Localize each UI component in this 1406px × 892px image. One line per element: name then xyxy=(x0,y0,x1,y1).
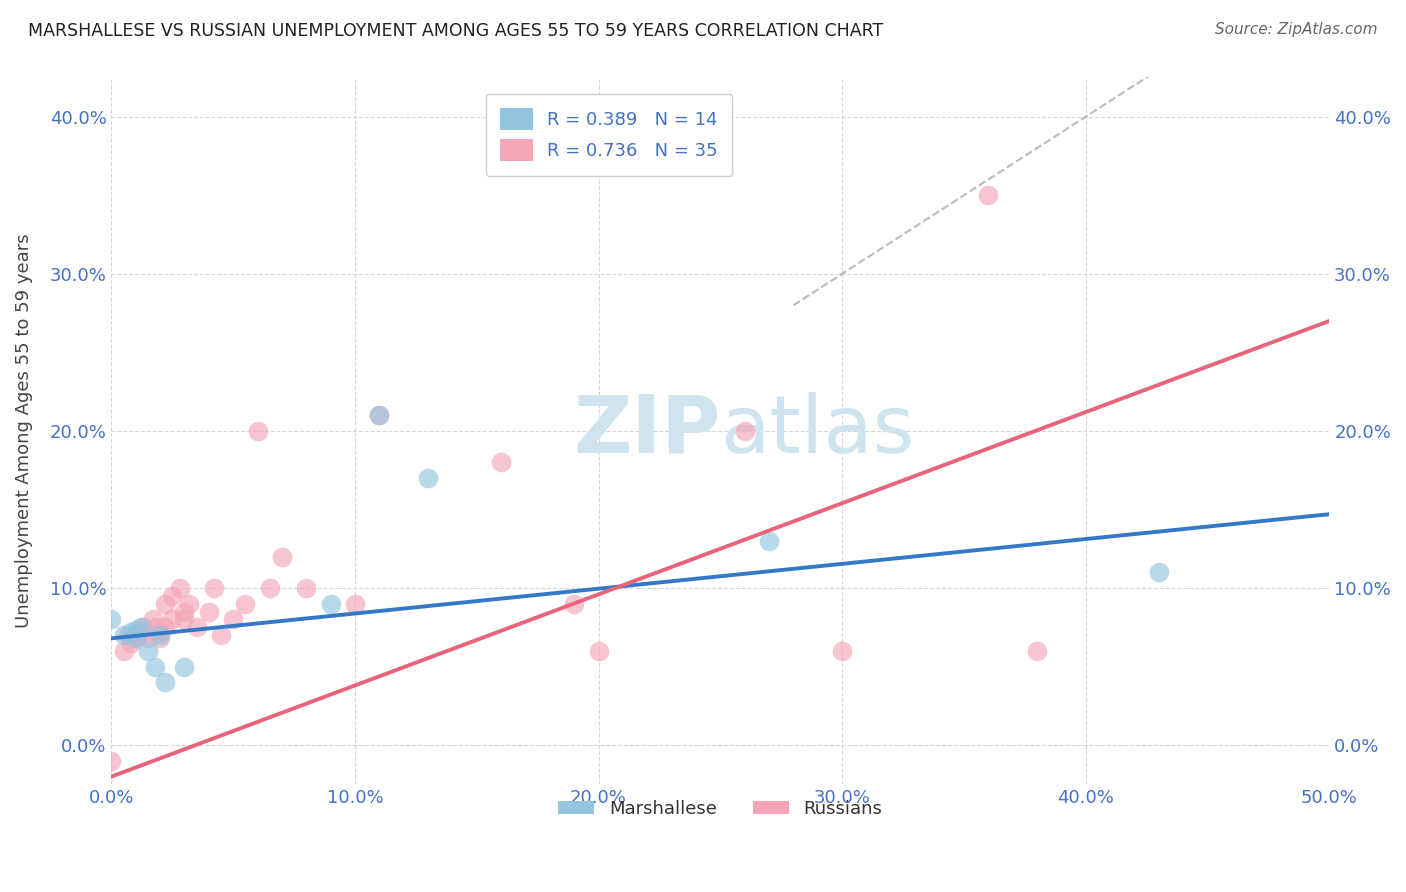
Point xyxy=(143,620,166,634)
Point xyxy=(132,620,155,634)
Point xyxy=(136,632,159,646)
Point xyxy=(153,675,176,690)
Point xyxy=(149,628,172,642)
Point xyxy=(169,581,191,595)
Point xyxy=(129,620,152,634)
Legend: Marshallese, Russians: Marshallese, Russians xyxy=(551,792,890,825)
Point xyxy=(198,605,221,619)
Point xyxy=(319,597,342,611)
Point xyxy=(489,455,512,469)
Point xyxy=(120,625,142,640)
Point xyxy=(368,408,391,422)
Point xyxy=(129,624,152,638)
Point xyxy=(162,612,184,626)
Point xyxy=(831,644,853,658)
Point xyxy=(125,628,148,642)
Point xyxy=(368,408,391,422)
Text: Source: ZipAtlas.com: Source: ZipAtlas.com xyxy=(1215,22,1378,37)
Point xyxy=(173,605,195,619)
Point xyxy=(125,624,148,638)
Point xyxy=(100,754,122,768)
Point xyxy=(222,612,245,626)
Text: MARSHALLESE VS RUSSIAN UNEMPLOYMENT AMONG AGES 55 TO 59 YEARS CORRELATION CHART: MARSHALLESE VS RUSSIAN UNEMPLOYMENT AMON… xyxy=(28,22,883,40)
Point xyxy=(235,597,257,611)
Point xyxy=(153,620,176,634)
Point xyxy=(343,597,366,611)
Point xyxy=(271,549,294,564)
Point xyxy=(136,625,159,640)
Point xyxy=(173,612,195,626)
Point xyxy=(162,589,184,603)
Point xyxy=(153,597,176,611)
Point xyxy=(186,620,208,634)
Point xyxy=(143,659,166,673)
Point xyxy=(120,636,142,650)
Point xyxy=(149,625,172,640)
Point xyxy=(295,581,318,595)
Point xyxy=(734,424,756,438)
Text: atlas: atlas xyxy=(720,392,915,470)
Point xyxy=(179,597,201,611)
Point xyxy=(117,628,139,642)
Point xyxy=(1147,566,1170,580)
Text: ZIP: ZIP xyxy=(574,392,720,470)
Point xyxy=(977,188,1000,202)
Point xyxy=(259,581,281,595)
Point xyxy=(758,533,780,548)
Point xyxy=(173,659,195,673)
Point xyxy=(588,644,610,658)
Point xyxy=(416,471,439,485)
Point xyxy=(1026,644,1049,658)
Point xyxy=(149,632,172,646)
Point xyxy=(142,612,165,626)
Point xyxy=(100,612,122,626)
Point xyxy=(202,581,225,595)
Point xyxy=(562,597,585,611)
Y-axis label: Unemployment Among Ages 55 to 59 years: Unemployment Among Ages 55 to 59 years xyxy=(15,234,32,628)
Point xyxy=(112,628,135,642)
Point xyxy=(246,424,269,438)
Point xyxy=(125,632,148,646)
Point xyxy=(209,628,232,642)
Point xyxy=(112,644,135,658)
Point xyxy=(136,644,159,658)
Point xyxy=(125,632,148,646)
